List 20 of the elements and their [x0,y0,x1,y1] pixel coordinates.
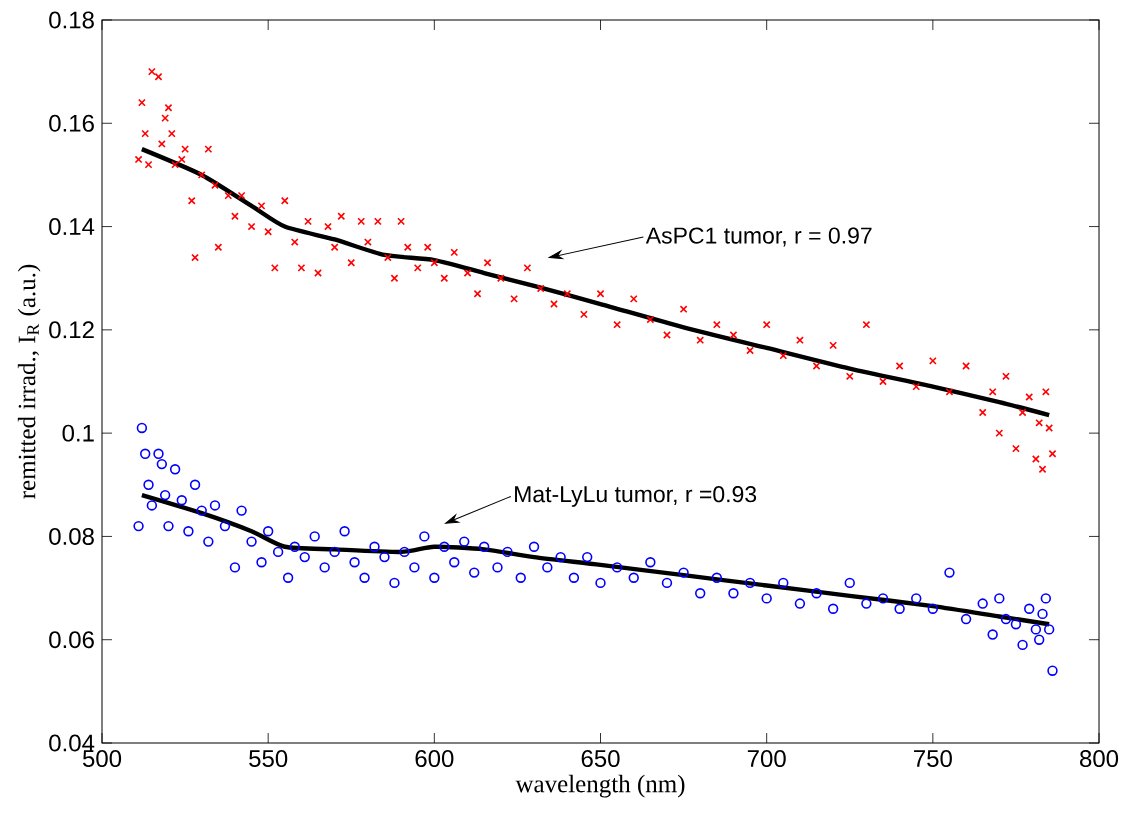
x-tick-label: 750 [914,750,952,768]
x-tick-label: 800 [1080,750,1119,768]
x-axis-title: wavelength (nm) [515,774,685,798]
y-tick-label: 0.14 [49,218,95,236]
y-tick-label: 0.12 [49,321,94,339]
y-tick-label: 0.08 [49,527,94,545]
y-tick-label: 0.06 [49,631,94,649]
x-tick-label: 650 [581,750,620,768]
x-tick-label: 500 [82,750,122,768]
x-tick-label: 550 [249,750,288,768]
line-series [139,146,1052,418]
y-axis-title: remitted irrad., I$_{R}$ (a.u.) [17,264,41,499]
annotation: Mat-LyLu tumor, r =0.93 [515,486,757,507]
y-tick-label: 0.16 [49,114,94,132]
x-tick-label: 600 [415,750,454,768]
y-tick-label: 0.1 [62,424,94,442]
x-tick-label: 700 [747,750,786,768]
y-tick-label: 0.04 [49,734,95,752]
annotation: AsPC1 tumor, r = 0.97 [645,227,872,247]
y-tick-label: 0.18 [49,11,94,29]
